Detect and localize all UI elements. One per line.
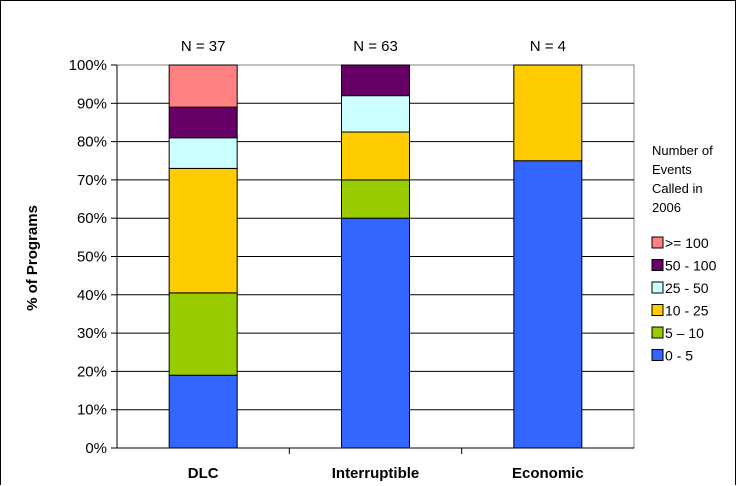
legend: Number of Events Called in 2006 >= 100 50 - 1… xyxy=(651,143,717,364)
bar-segment xyxy=(341,95,410,133)
bar-segment xyxy=(513,64,583,162)
bar-segment xyxy=(513,160,583,449)
category-label: Interruptible xyxy=(332,465,420,482)
legend-label: 25 - 50 xyxy=(665,280,709,296)
legend-label: 10 - 25 xyxy=(665,303,709,319)
y-tick-label: 60% xyxy=(77,210,107,227)
legend-title: Number of xyxy=(652,143,713,158)
bar-segment xyxy=(341,179,410,219)
y-tick-label: 100% xyxy=(69,57,107,74)
bar-segment xyxy=(341,64,410,97)
y-tick-labels: 0% 10% 20% 30% 40% 50% 60% 70% 80% 90% 100% xyxy=(69,57,107,457)
legend-swatch xyxy=(651,281,664,294)
bar-segment xyxy=(168,106,238,139)
y-tick-label: 40% xyxy=(77,287,107,304)
legend-label: 5 – 10 xyxy=(665,325,704,341)
n-label: N = 37 xyxy=(181,38,226,55)
legend-title: Called in xyxy=(652,181,703,196)
y-tick-label: 90% xyxy=(77,95,107,112)
category-label: DLC xyxy=(188,465,219,482)
bar-segment xyxy=(168,374,238,449)
y-tick-label: 10% xyxy=(77,402,107,419)
bar-segment xyxy=(168,64,238,108)
bar-segment xyxy=(341,131,410,181)
n-label: N = 4 xyxy=(530,38,566,55)
legend-swatch xyxy=(651,259,664,271)
y-tick-label: 30% xyxy=(77,325,107,342)
y-tick-label: 50% xyxy=(77,249,107,266)
y-tick-label: 0% xyxy=(85,440,107,457)
legend-label: 0 - 5 xyxy=(665,348,693,364)
legend-swatch xyxy=(651,236,664,249)
category-labels: DLC Interruptible Economic xyxy=(188,465,584,482)
legend-title: Events xyxy=(652,162,692,177)
y-tick-label: 80% xyxy=(77,134,107,151)
bar-segment xyxy=(168,167,238,294)
bars xyxy=(168,64,583,449)
bar-segment xyxy=(341,217,410,449)
y-axis-label: % of Programs xyxy=(24,205,41,311)
n-annotations: N = 37 N = 63 N = 4 xyxy=(181,38,566,55)
legend-label: 50 - 100 xyxy=(665,258,717,274)
n-label: N = 63 xyxy=(353,38,398,55)
category-label: Economic xyxy=(512,465,584,482)
legend-swatch xyxy=(651,326,664,339)
legend-title: 2006 xyxy=(652,200,681,215)
legend-label: >= 100 xyxy=(665,235,709,251)
y-tick-label: 70% xyxy=(77,172,107,189)
y-tick-label: 20% xyxy=(77,363,107,380)
bar-segment xyxy=(168,292,238,376)
legend-swatch xyxy=(651,349,664,361)
axes xyxy=(111,64,634,454)
bar-segment xyxy=(168,137,238,169)
legend-swatch xyxy=(651,304,664,316)
